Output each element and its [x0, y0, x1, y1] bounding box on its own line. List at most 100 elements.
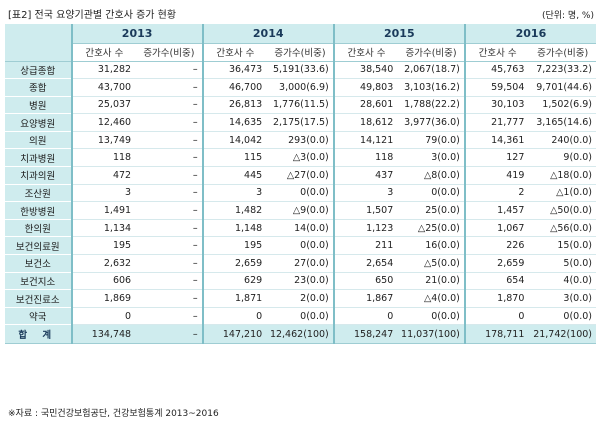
nurse-count-cell: 14,121	[334, 131, 399, 149]
nurse-count-cell: 36,473	[203, 61, 268, 79]
nurse-count-cell: 2,654	[334, 255, 399, 273]
row-label: 치과의원	[5, 167, 72, 185]
corner-cell	[5, 24, 72, 61]
increase-cell: 7,223(33.2)	[529, 61, 596, 79]
increase-header: 증가수(비중)	[267, 43, 334, 61]
increase-cell: –	[136, 290, 203, 308]
row-label: 상급종합	[5, 61, 72, 79]
nurse-count-cell: 3	[72, 184, 137, 202]
nurse-count-cell: 46,700	[203, 79, 268, 97]
total-label: 합 계	[5, 325, 72, 344]
increase-cell: 16(0.0)	[398, 237, 465, 255]
increase-cell: –	[136, 325, 203, 344]
increase-cell: 0(0.0)	[529, 307, 596, 325]
nurse-count-cell: 1,870	[465, 290, 530, 308]
nurse-count-cell: 30,103	[465, 96, 530, 114]
row-label: 보건소	[5, 255, 72, 273]
increase-cell: 0(0.0)	[398, 307, 465, 325]
nurse-count-cell: 1,491	[72, 202, 137, 220]
increase-cell: △25(0.0)	[398, 219, 465, 237]
increase-cell: △5(0.0)	[398, 255, 465, 273]
increase-cell: 0(0.0)	[267, 237, 334, 255]
increase-cell: –	[136, 255, 203, 273]
nurse-count-cell: 178,711	[465, 325, 530, 344]
nurse-count-cell: 2,659	[465, 255, 530, 273]
nurse-count-cell: 1,869	[72, 290, 137, 308]
nurse-count-cell: 127	[465, 149, 530, 167]
increase-cell: 0(0.0)	[267, 307, 334, 325]
nurse-count-cell: 1,067	[465, 219, 530, 237]
increase-cell: 4(0.0)	[529, 272, 596, 290]
row-label: 보건진료소	[5, 290, 72, 308]
nurse-count-cell: 147,210	[203, 325, 268, 344]
increase-cell: 2,067(18.7)	[398, 61, 465, 79]
table-row: 상급종합 31,282–36,473 5,191(33.6) 38,540 2,067(…	[5, 61, 596, 79]
increase-cell: –	[136, 149, 203, 167]
increase-cell: –	[136, 114, 203, 132]
nurse-count-cell: 13,749	[72, 131, 137, 149]
increase-cell: 0(0.0)	[398, 184, 465, 202]
table-row: 의원 13,749–14,042 293(0.0) 14,121 79(0.0) 14,3…	[5, 131, 596, 149]
increase-cell: 1,788(22.2)	[398, 96, 465, 114]
nurse-count-cell: 1,482	[203, 202, 268, 220]
increase-cell: 3,103(16.2)	[398, 79, 465, 97]
increase-cell: 9,701(44.6)	[529, 79, 596, 97]
increase-cell: △1(0.0)	[529, 184, 596, 202]
increase-header: 증가수(비중)	[529, 43, 596, 61]
increase-cell: △27(0.0)	[267, 167, 334, 185]
increase-cell: 2(0.0)	[267, 290, 334, 308]
nurse-count-cell: 118	[72, 149, 137, 167]
nurse-count-cell: 419	[465, 167, 530, 185]
nurse-count-cell: 115	[203, 149, 268, 167]
table-row: 약국 0–0 0(0.0) 0 0(0.0) 0 0(0.0)	[5, 307, 596, 325]
increase-cell: –	[136, 96, 203, 114]
source-note: ※자료 : 국민건강보험공단, 건강보험통계 2013~2016	[8, 406, 219, 419]
year-header: 2013	[72, 24, 203, 43]
increase-cell: 25(0.0)	[398, 202, 465, 220]
table-body: 상급종합 31,282–36,473 5,191(33.6) 38,540 2,067(…	[5, 61, 596, 344]
nurse-count-cell: 14,635	[203, 114, 268, 132]
increase-cell: △50(0.0)	[529, 202, 596, 220]
row-label: 보건지소	[5, 272, 72, 290]
increase-cell: 23(0.0)	[267, 272, 334, 290]
nurse-count-cell: 437	[334, 167, 399, 185]
nurse-count-cell: 1,867	[334, 290, 399, 308]
nurse-count-cell: 43,700	[72, 79, 137, 97]
increase-cell: △18(0.0)	[529, 167, 596, 185]
table-title: [표2] 전국 요양기관별 간호사 증가 현황	[8, 6, 176, 21]
nurse-count-cell: 0	[72, 307, 137, 325]
table-row: 보건지소 606–629 23(0.0) 650 21(0.0) 654 4(0.0)	[5, 272, 596, 290]
increase-cell: –	[136, 131, 203, 149]
nurse-count-cell: 31,282	[72, 61, 137, 79]
nurse-count-cell: 195	[203, 237, 268, 255]
nurse-count-cell: 45,763	[465, 61, 530, 79]
nurse-count-cell: 0	[203, 307, 268, 325]
increase-cell: –	[136, 61, 203, 79]
table-row: 보건소 2,632–2,659 27(0.0) 2,654 △5(0.0) 2,659 5(…	[5, 255, 596, 273]
increase-cell: 27(0.0)	[267, 255, 334, 273]
nurse-count-cell: 1,457	[465, 202, 530, 220]
increase-cell: 79(0.0)	[398, 131, 465, 149]
nurse-count-cell: 445	[203, 167, 268, 185]
increase-cell: 5,191(33.6)	[267, 61, 334, 79]
row-label: 약국	[5, 307, 72, 325]
increase-cell: 3(0.0)	[398, 149, 465, 167]
row-label: 한방병원	[5, 202, 72, 220]
increase-cell: 21(0.0)	[398, 272, 465, 290]
nurse-count-cell: 0	[334, 307, 399, 325]
increase-cell: 12,462(100)	[267, 325, 334, 344]
report-page: [표2] 전국 요양기관별 간호사 증가 현황 (단위: 명, %) 2013 …	[0, 0, 600, 423]
nurse-increase-table: 2013 2014 2015 2016 간호사 수 증가수(비중) 간호사 수 …	[5, 24, 596, 344]
nurse-count-cell: 1,148	[203, 219, 268, 237]
increase-cell: △3(0.0)	[267, 149, 334, 167]
table-row: 보건진료소 1,869–1,871 2(0.0) 1,867 △4(0.0) 1,870 3…	[5, 290, 596, 308]
nurse-count-cell: 14,042	[203, 131, 268, 149]
nurse-count-cell: 606	[72, 272, 137, 290]
row-label: 치과병원	[5, 149, 72, 167]
increase-cell: 240(0.0)	[529, 131, 596, 149]
table-row: 종합 43,700–46,700 3,000(6.9) 49,803 3,103(16.…	[5, 79, 596, 97]
subheader-row: 간호사 수 증가수(비중) 간호사 수 증가수(비중) 간호사 수 증가수(비중…	[5, 43, 596, 61]
nurse-count-cell: 2	[465, 184, 530, 202]
table-row: 조산원 3–3 0(0.0) 3 0(0.0) 2 △1(0.0)	[5, 184, 596, 202]
increase-cell: –	[136, 167, 203, 185]
